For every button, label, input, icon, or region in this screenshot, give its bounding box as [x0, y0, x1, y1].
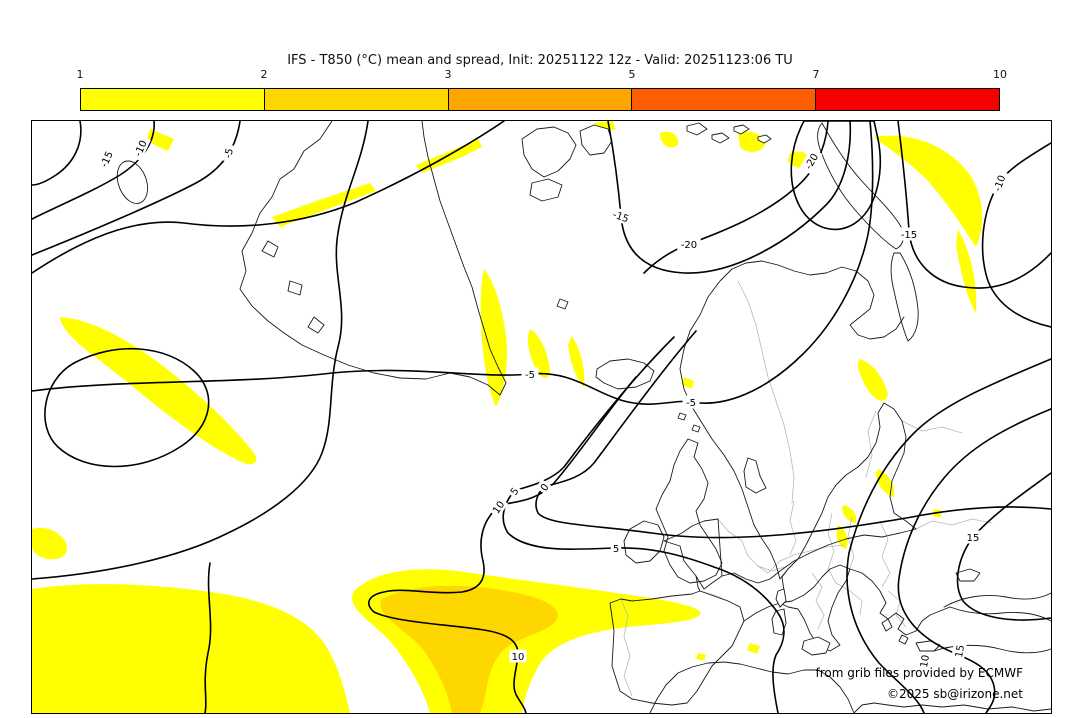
colorbar-segment-1-2 — [81, 89, 265, 110]
svg-text:-5: -5 — [223, 147, 236, 159]
contour-label: -15 — [95, 145, 117, 173]
spread-patch-gold — [380, 585, 558, 713]
colorbar-segment-3-5 — [448, 89, 633, 110]
svg-text:-20: -20 — [681, 240, 697, 251]
colorbar-segment-2-3 — [264, 89, 449, 110]
colorbar-tick-label: 10 — [993, 68, 1007, 81]
contour-label: -20 — [677, 237, 701, 251]
colorbar-tick-label: 1 — [76, 68, 84, 81]
spread-patch — [568, 336, 585, 387]
contour-label: 15 — [964, 530, 982, 544]
spread-patch — [857, 359, 888, 401]
colorbar-tick-label: 3 — [444, 68, 452, 81]
map-frame: -15 -10 -5 -15 -20 -20 -15 -10 -5 -5 0 5 10 5 10 15 10 15… — [31, 120, 1052, 714]
colorbar-segment-7-10 — [816, 89, 999, 110]
spread-colorbar — [80, 88, 1000, 111]
contour-label: 10 — [509, 649, 527, 663]
colorbar-tick-label: 5 — [628, 68, 636, 81]
svg-text:15: 15 — [967, 533, 980, 544]
spread-patch — [836, 525, 848, 549]
spread-patch — [696, 653, 706, 661]
attribution: from grib files provided by ECMWF ©2025 … — [815, 666, 1023, 701]
svg-text:-5: -5 — [525, 370, 535, 381]
spread-patch — [60, 317, 257, 465]
svg-text:10: 10 — [512, 652, 525, 663]
spread-patch — [272, 183, 376, 227]
contour-label: -15 — [607, 205, 635, 227]
spread-patch — [660, 131, 679, 148]
spread-patch — [32, 584, 350, 713]
colorbar-tick-label: 2 — [260, 68, 268, 81]
spread-shading-layer — [32, 121, 983, 713]
contour-label: 5 — [610, 541, 622, 555]
contour-map: -15-10 -5-15-20-20-15-10-5-50510510151015… — [32, 121, 1051, 713]
coastlines-layer — [116, 121, 1051, 713]
svg-text:-10: -10 — [992, 174, 1008, 193]
svg-text:5: 5 — [509, 486, 522, 498]
svg-text:10: 10 — [919, 654, 932, 668]
svg-text:-15: -15 — [901, 230, 917, 241]
spread-patch — [480, 269, 507, 407]
svg-text:15: 15 — [954, 644, 967, 658]
contour-label: -5 — [521, 367, 539, 381]
contour-label: -15 — [897, 227, 921, 241]
colorbar-segment-5-7 — [632, 89, 817, 110]
spread-patch — [682, 377, 694, 389]
svg-text:-15: -15 — [611, 209, 630, 225]
colorbar-tick-labels: 1 2 3 5 7 10 — [76, 68, 1008, 84]
contour-label: 0 — [535, 478, 553, 496]
svg-text:-5: -5 — [686, 398, 696, 409]
attribution-line1: from grib files provided by ECMWF — [815, 666, 1023, 680]
spread-patch — [842, 505, 857, 523]
contour-label: 5 — [505, 482, 523, 500]
attribution-line2: ©2025 sb@irizone.net — [887, 687, 1023, 701]
contour-label: 10 — [916, 651, 932, 671]
spread-patch — [747, 643, 760, 654]
svg-text:0: 0 — [539, 482, 552, 494]
contour-label: -10 — [988, 169, 1010, 197]
colorbar-tick-label: 7 — [812, 68, 820, 81]
contour-label: -5 — [219, 143, 237, 163]
spread-patch — [32, 527, 68, 560]
spread-patch — [527, 329, 550, 379]
colorbar-segments — [80, 88, 1000, 111]
chart-title: IFS - T850 (°C) mean and spread, Init: 2… — [287, 53, 793, 68]
contour-label: 15 — [951, 641, 967, 661]
spread-patch — [874, 135, 983, 247]
temperature-contours-layer — [32, 121, 1051, 713]
svg-text:5: 5 — [613, 544, 619, 555]
contour-label: -5 — [682, 395, 700, 409]
spread-patch — [956, 229, 977, 313]
